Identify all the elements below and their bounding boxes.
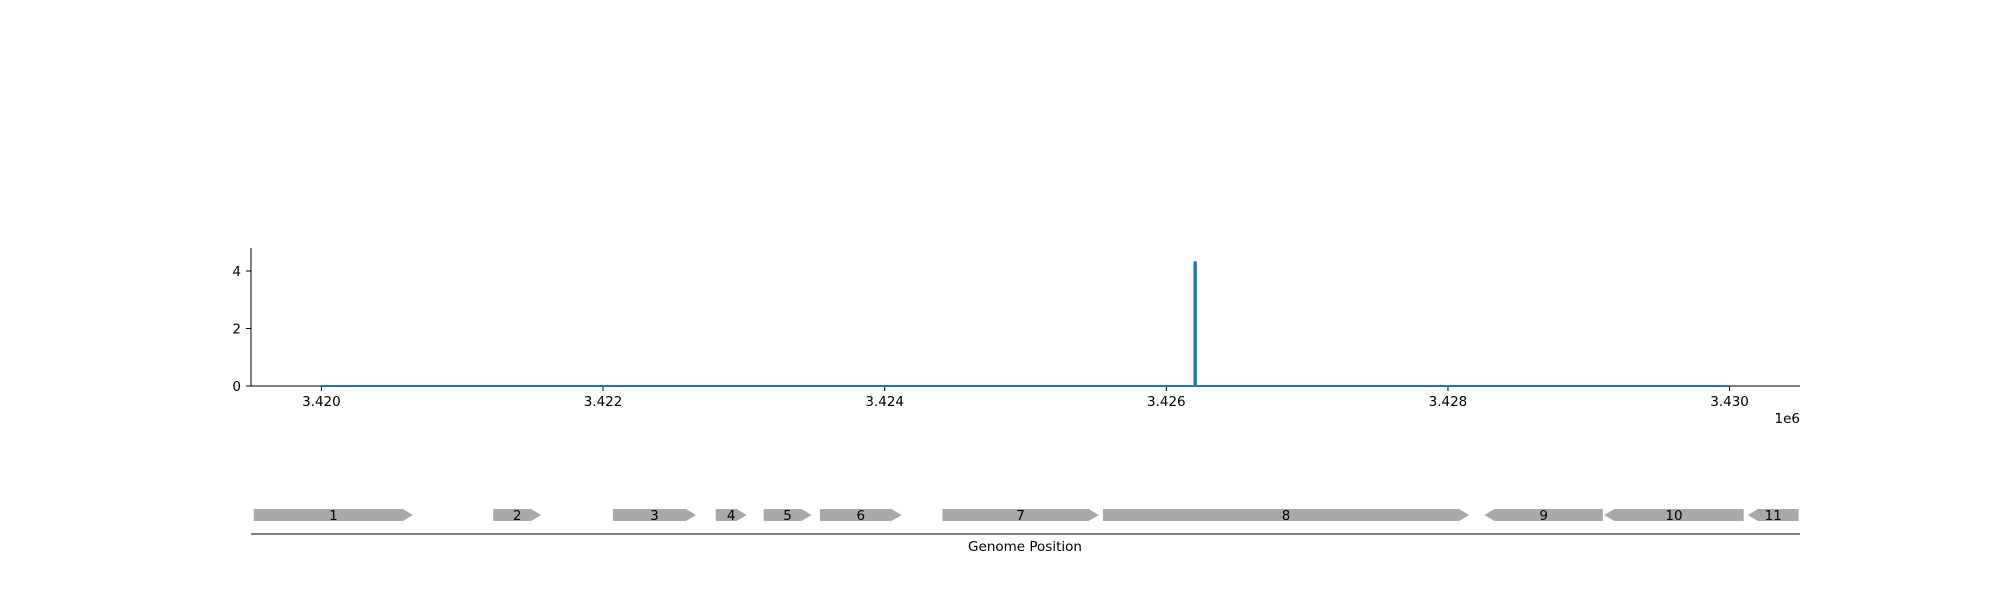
- gene-arrow: [1747, 509, 1799, 521]
- gene-label: 4: [727, 508, 736, 524]
- x-tick-label: 3.422: [584, 394, 623, 410]
- gene-label: 7: [1016, 508, 1025, 524]
- gene-label: 11: [1765, 508, 1782, 524]
- gene-label: 9: [1539, 508, 1548, 524]
- x-tick-label: 3.426: [1147, 394, 1186, 410]
- gene-label: 8: [1282, 508, 1291, 524]
- gene-label: 10: [1665, 508, 1682, 524]
- gene-label: 2: [513, 508, 522, 524]
- gene-arrow: [493, 509, 542, 521]
- x-offset-label: 1e6: [1775, 411, 1800, 427]
- gene-arrow: [819, 509, 902, 521]
- x-tick-label: 3.420: [302, 394, 341, 410]
- x-tick-label: 3.428: [1429, 394, 1468, 410]
- gene-arrow: [1604, 509, 1744, 521]
- gene-arrow: [763, 509, 812, 521]
- gene-track-axis-title: Genome Position: [968, 539, 1082, 555]
- gene-label: 1: [329, 508, 338, 524]
- gene-arrow: [1484, 509, 1603, 521]
- y-ticks: 0 2 4: [232, 264, 251, 395]
- gene-arrow: [1102, 509, 1470, 521]
- gene-group: 1 2 3 4 5 6 7 8 9 10 11: [253, 508, 1799, 524]
- gene-label: 5: [783, 508, 792, 524]
- gene-arrow: [612, 509, 696, 521]
- gene-track: 1 2 3 4 5 6 7 8 9 10 11 Genome Position: [251, 508, 1800, 555]
- gene-arrow: [942, 509, 1099, 521]
- y-tick-label: 0: [232, 379, 241, 395]
- gene-arrow: [253, 509, 413, 521]
- y-tick-label: 4: [232, 264, 241, 280]
- gene-label: 6: [856, 508, 865, 524]
- gene-label: 3: [650, 508, 659, 524]
- x-tick-label: 3.424: [865, 394, 904, 410]
- gene-arrow: [715, 509, 747, 521]
- x-ticks: 3.420 3.422 3.424 3.426 3.428 3.430: [302, 386, 1749, 410]
- x-tick-label: 3.430: [1710, 394, 1749, 410]
- series-group: [321, 261, 1730, 387]
- y-tick-label: 2: [232, 322, 241, 338]
- plot-area: 3.420 3.422 3.424 3.426 3.428 3.430 0 2 4 1e6: [232, 248, 1800, 427]
- series-line: [321, 261, 1730, 387]
